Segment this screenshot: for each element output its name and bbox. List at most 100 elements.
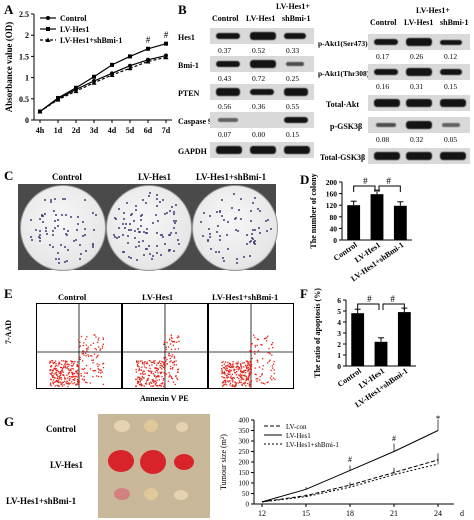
flow-event <box>226 376 228 378</box>
flow-event <box>221 367 223 370</box>
flow-event <box>96 363 98 365</box>
flow-event <box>232 363 234 365</box>
flow-event <box>52 379 55 381</box>
flow-event <box>171 354 174 356</box>
x-tick-label: 4h <box>36 126 45 135</box>
flow-event <box>135 371 137 373</box>
flow-event <box>60 370 63 372</box>
flow-event <box>62 366 65 369</box>
flow-event <box>224 379 227 381</box>
flow-event <box>270 343 273 346</box>
flow-event <box>85 338 87 340</box>
flow-event <box>177 348 180 350</box>
flow-event <box>269 359 271 361</box>
flow-event <box>250 385 252 388</box>
flow-event <box>224 365 226 367</box>
colony-dot <box>226 234 229 237</box>
x-tick-label: 2d <box>72 126 81 135</box>
x-unit-label: d <box>460 509 464 518</box>
colony-dot <box>129 213 132 216</box>
significance-mark: # <box>348 455 352 464</box>
colony-dot <box>129 222 132 225</box>
flow-event <box>163 342 166 344</box>
flow-event <box>164 361 166 363</box>
flow-event <box>49 372 51 375</box>
bar <box>393 205 407 240</box>
flow-event <box>156 385 159 387</box>
flow-event <box>221 370 223 373</box>
flow-event <box>55 362 57 365</box>
y-tick-label: 2.5 <box>19 10 29 19</box>
flow-event <box>158 376 160 378</box>
flow-event <box>138 369 140 372</box>
flow-event <box>260 382 263 384</box>
flow-event <box>227 361 229 364</box>
colony-dot <box>253 242 256 245</box>
colony-dot <box>57 258 60 261</box>
flow-event <box>246 364 249 367</box>
colony-dot <box>148 195 151 198</box>
blot-val: 0.36 <box>252 102 266 111</box>
colony-dot <box>219 235 222 238</box>
flow-event <box>240 364 242 366</box>
flow-event <box>261 368 264 370</box>
flow-event <box>236 376 239 379</box>
flow-event <box>57 370 59 373</box>
flow-event <box>243 383 245 385</box>
flow-event <box>141 373 143 375</box>
flow-ylabel: 7-AAD <box>4 320 13 344</box>
flow-event <box>154 383 157 385</box>
x-tick-label: 7d <box>162 126 171 135</box>
flow-event <box>170 334 172 336</box>
colony-dot <box>57 251 60 254</box>
flow-event <box>61 383 63 386</box>
data-point <box>37 109 43 114</box>
colony-dot <box>141 239 144 242</box>
flow-event <box>235 374 238 376</box>
colony-dot <box>172 213 175 216</box>
flow-event <box>249 371 251 373</box>
y-tick-label: 2 <box>337 340 341 349</box>
flow-event <box>77 361 79 363</box>
x-tick-label: 6d <box>144 126 153 135</box>
colony-dot <box>114 218 117 221</box>
flow-event <box>158 384 160 387</box>
blot-val: 0.15 <box>444 82 458 91</box>
colony-dot <box>54 219 57 222</box>
colony-dot <box>122 211 125 214</box>
flow-event <box>65 360 68 363</box>
flow-event <box>54 360 57 362</box>
flow-event <box>257 338 260 341</box>
flow-event <box>242 362 244 364</box>
flow-event <box>99 369 101 371</box>
colony-dot <box>164 213 167 216</box>
flow-event <box>83 350 85 352</box>
flow-event <box>271 379 273 381</box>
flow-event <box>77 372 79 374</box>
colony-dot <box>156 251 159 254</box>
flow-event <box>223 381 225 384</box>
flow-event <box>101 371 103 373</box>
flow-event <box>223 379 226 382</box>
flow-event <box>78 365 80 367</box>
y-tick-label: 6 <box>337 296 341 305</box>
flow-event <box>233 365 235 368</box>
flow-event <box>231 366 233 368</box>
colony-dot <box>251 228 254 231</box>
colony-dot <box>135 246 138 249</box>
flow-event <box>166 341 168 344</box>
y-tick-label: 1 <box>337 351 341 360</box>
flow-event <box>67 385 69 388</box>
flow-event <box>248 364 250 366</box>
blot-label-hes1: Hes1 <box>178 33 195 42</box>
flow-event <box>52 381 54 383</box>
colony-dot <box>79 258 82 261</box>
flow-event <box>249 384 252 386</box>
flow-event <box>250 379 252 381</box>
flow-event <box>57 376 59 378</box>
colony-dot <box>117 208 120 211</box>
flow-event <box>269 377 272 379</box>
flow-event <box>267 335 269 337</box>
y-tick-label: 200 <box>239 459 250 467</box>
flow-event <box>101 345 104 347</box>
